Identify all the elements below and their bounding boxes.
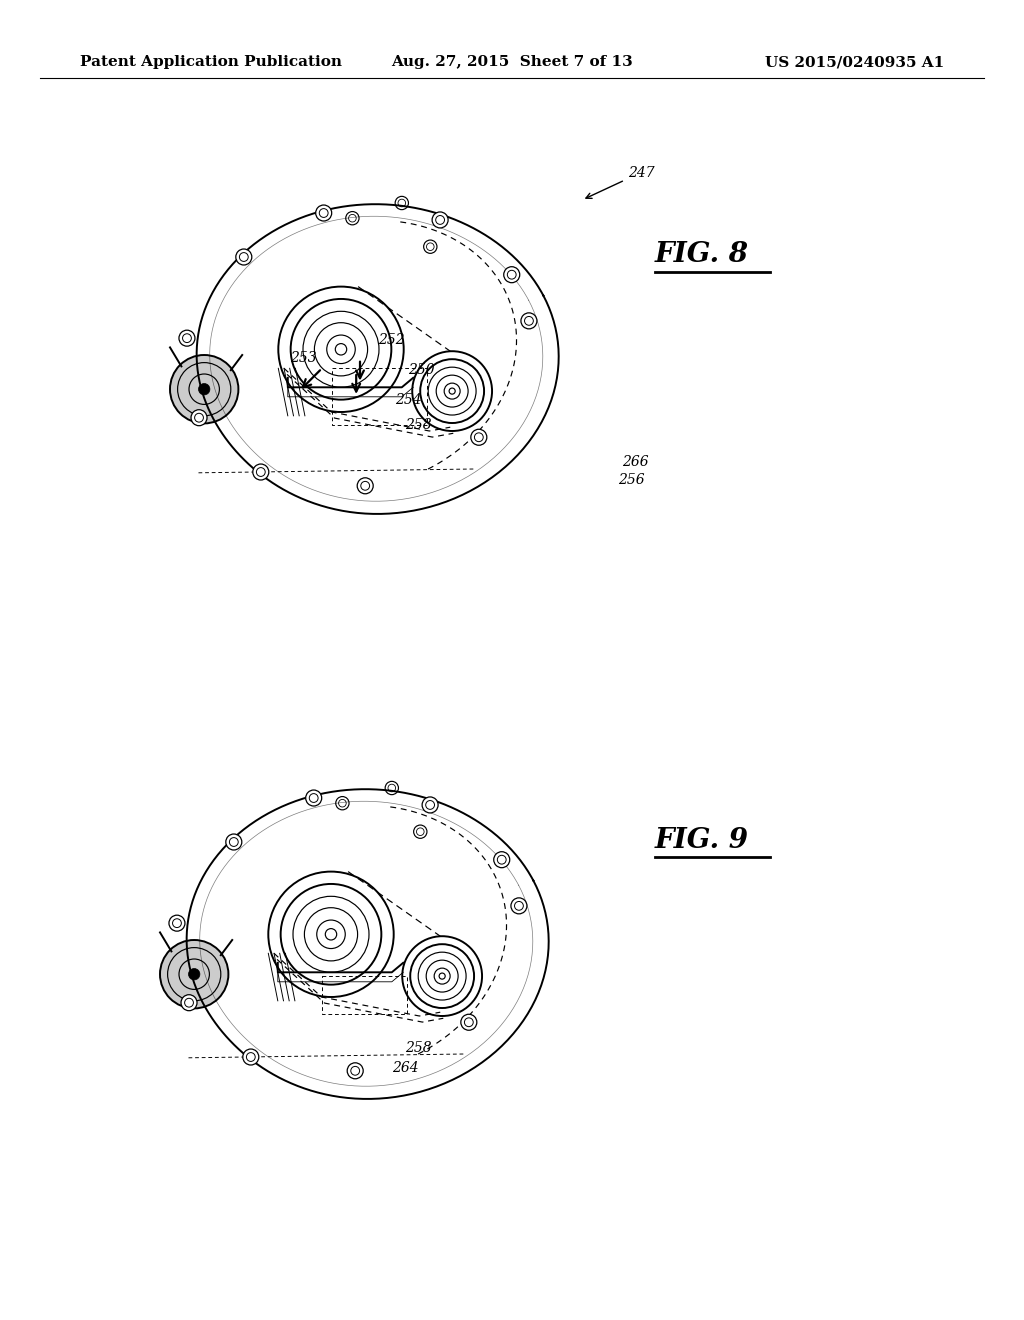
Text: 258: 258 bbox=[406, 1041, 432, 1055]
Text: 266: 266 bbox=[622, 455, 648, 469]
Circle shape bbox=[236, 249, 252, 265]
Text: 247: 247 bbox=[628, 166, 654, 180]
Text: 254: 254 bbox=[395, 393, 422, 407]
Circle shape bbox=[511, 898, 527, 913]
Text: 264: 264 bbox=[392, 1061, 419, 1074]
Circle shape bbox=[494, 851, 510, 867]
Text: Patent Application Publication: Patent Application Publication bbox=[80, 55, 342, 69]
Circle shape bbox=[315, 205, 332, 220]
Circle shape bbox=[432, 213, 449, 228]
Circle shape bbox=[357, 478, 373, 494]
Circle shape bbox=[170, 355, 239, 424]
Circle shape bbox=[191, 409, 207, 426]
Circle shape bbox=[422, 797, 438, 813]
Text: 253: 253 bbox=[290, 351, 316, 366]
Circle shape bbox=[253, 465, 269, 480]
Circle shape bbox=[504, 267, 520, 282]
Text: 258: 258 bbox=[406, 418, 432, 432]
Circle shape bbox=[226, 834, 242, 850]
Text: 256: 256 bbox=[618, 473, 645, 487]
Circle shape bbox=[188, 969, 200, 979]
Circle shape bbox=[181, 995, 197, 1011]
Text: FIG. 9: FIG. 9 bbox=[655, 826, 749, 854]
Text: Aug. 27, 2015  Sheet 7 of 13: Aug. 27, 2015 Sheet 7 of 13 bbox=[391, 55, 633, 69]
Circle shape bbox=[521, 313, 537, 329]
Circle shape bbox=[179, 330, 195, 346]
Circle shape bbox=[471, 429, 486, 445]
Text: US 2015/0240935 A1: US 2015/0240935 A1 bbox=[765, 55, 944, 69]
Text: 252: 252 bbox=[378, 333, 404, 347]
Text: 250: 250 bbox=[408, 363, 434, 378]
Circle shape bbox=[160, 940, 228, 1008]
Text: FIG. 8: FIG. 8 bbox=[655, 242, 749, 268]
Circle shape bbox=[169, 915, 185, 931]
Circle shape bbox=[243, 1049, 259, 1065]
Circle shape bbox=[199, 384, 210, 395]
Circle shape bbox=[461, 1014, 477, 1030]
Circle shape bbox=[306, 789, 322, 807]
Circle shape bbox=[347, 1063, 364, 1078]
